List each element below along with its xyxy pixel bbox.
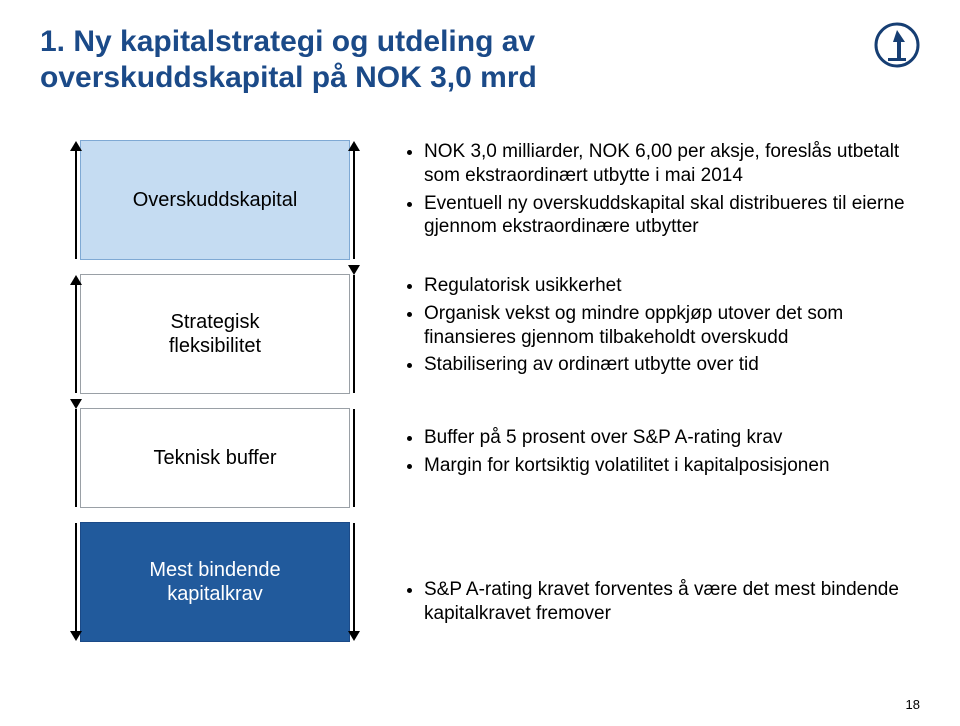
bullet-item: Organisk vekst og mindre oppkjøp utover … — [424, 302, 920, 350]
arrow-up-icon — [69, 141, 83, 259]
arrow-up-icon — [347, 141, 361, 259]
body: Målsatt kapitalisering Overskuddskapital — [40, 140, 920, 642]
bullet-group-1: NOK 3,0 milliarder, NOK 6,00 per aksje, … — [402, 140, 920, 274]
arrow-down-icon — [347, 523, 361, 641]
arrow-up-icon — [69, 275, 83, 393]
bullet-item: Margin for kortsiktig volatilitet i kapi… — [424, 454, 920, 478]
bullet-item: Buffer på 5 prosent over S&P A-rating kr… — [424, 426, 920, 450]
bullet-group-2: Regulatorisk usikkerhet Organisk vekst o… — [402, 274, 920, 408]
block-teknisk-buffer: Teknisk buffer — [80, 408, 350, 508]
bullet-list: NOK 3,0 milliarder, NOK 6,00 per aksje, … — [402, 140, 920, 239]
block-label: Overskuddskapital — [133, 188, 298, 212]
arrow-range-icon — [347, 275, 361, 393]
bullet-list: Regulatorisk usikkerhet Organisk vekst o… — [402, 274, 920, 377]
bullet-group-3: Buffer på 5 prosent over S&P A-rating kr… — [402, 408, 920, 558]
block-label: Teknisk buffer — [153, 446, 276, 470]
bullet-item: Stabilisering av ordinært utbytte over t… — [424, 353, 920, 377]
block-label: Mest bindende kapitalkrav — [149, 558, 280, 606]
bullet-item: Eventuell ny overskuddskapital skal dist… — [424, 192, 920, 240]
company-logo — [874, 22, 920, 73]
left-column: Målsatt kapitalisering Overskuddskapital — [40, 140, 370, 642]
capital-stack: Overskuddskapital Strategisk fleksibilit… — [80, 140, 350, 642]
block-label: Strategisk fleksibilitet — [169, 310, 261, 358]
block-strategisk-fleksibilitet: Strategisk fleksibilitet — [80, 274, 350, 394]
block-overskuddskapital: Overskuddskapital — [80, 140, 350, 260]
bullet-item: NOK 3,0 milliarder, NOK 6,00 per aksje, … — [424, 140, 920, 188]
bullet-group-4: S&P A-rating kravet forventes å være det… — [402, 558, 920, 630]
slide: 1. Ny kapitalstrategi og utdeling av ove… — [0, 0, 960, 726]
page-number: 18 — [906, 697, 920, 712]
arrow-down-icon — [69, 523, 83, 641]
bullet-list: Buffer på 5 prosent over S&P A-rating kr… — [402, 426, 920, 478]
slide-title: 1. Ny kapitalstrategi og utdeling av ove… — [40, 24, 800, 96]
bullet-item: Regulatorisk usikkerhet — [424, 274, 920, 298]
arrow-range-icon — [69, 409, 83, 507]
right-column: NOK 3,0 milliarder, NOK 6,00 per aksje, … — [370, 140, 920, 630]
arrow-range-icon — [347, 409, 361, 507]
block-mest-bindende-kapitalkrav: Mest bindende kapitalkrav — [80, 522, 350, 642]
bullet-item: S&P A-rating kravet forventes å være det… — [424, 578, 920, 626]
bullet-list: S&P A-rating kravet forventes å være det… — [402, 578, 920, 626]
